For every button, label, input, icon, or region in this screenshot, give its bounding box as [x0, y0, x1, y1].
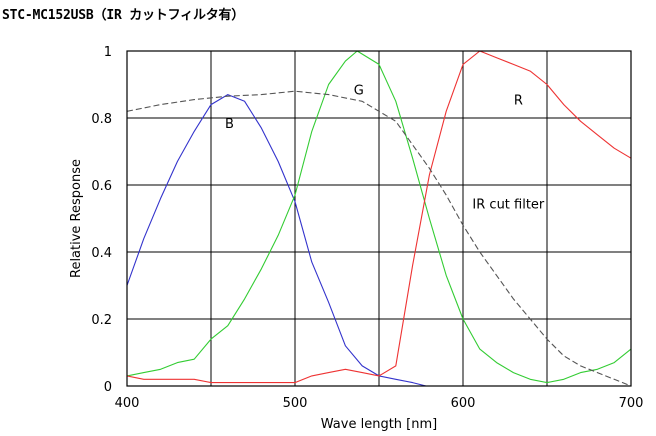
- series-line-ir-cut-filter: [126, 90, 632, 387]
- x-tick-label: 400: [115, 396, 140, 411]
- series-label-g: G: [354, 84, 364, 99]
- x-tick-label: 600: [451, 396, 476, 411]
- chart-title: STC-MC152USB（IR カットフィルタ有）: [2, 8, 245, 23]
- series-label-r: R: [514, 94, 523, 109]
- y-axis-label: Relative Response: [69, 159, 84, 278]
- plot-frame: [126, 50, 632, 387]
- y-tick-label: 0.2: [91, 313, 112, 328]
- y-tick-label: 0.6: [91, 179, 112, 194]
- y-tick-label: 1: [104, 45, 112, 60]
- grid: [126, 50, 632, 387]
- tick-labels: 400 500 600 700 0 0.2 0.4 0.6 0.8 1: [91, 45, 643, 411]
- series-lines: [126, 50, 632, 387]
- series-label-b: B: [225, 117, 234, 132]
- series-annotations: B G R IR cut filter: [225, 84, 545, 213]
- x-axis-label: Wave length [nm]: [321, 417, 437, 432]
- series-label-ir-cut-filter: IR cut filter: [472, 197, 545, 212]
- y-tick-label: 0.4: [91, 246, 112, 261]
- series-line-g: [126, 50, 632, 384]
- x-tick-label: 500: [283, 396, 308, 411]
- series-line-b: [126, 94, 427, 387]
- x-tick-label: 700: [619, 396, 644, 411]
- y-tick-label: 0: [104, 380, 112, 395]
- y-tick-label: 0.8: [91, 112, 112, 127]
- series-line-r: [126, 50, 632, 384]
